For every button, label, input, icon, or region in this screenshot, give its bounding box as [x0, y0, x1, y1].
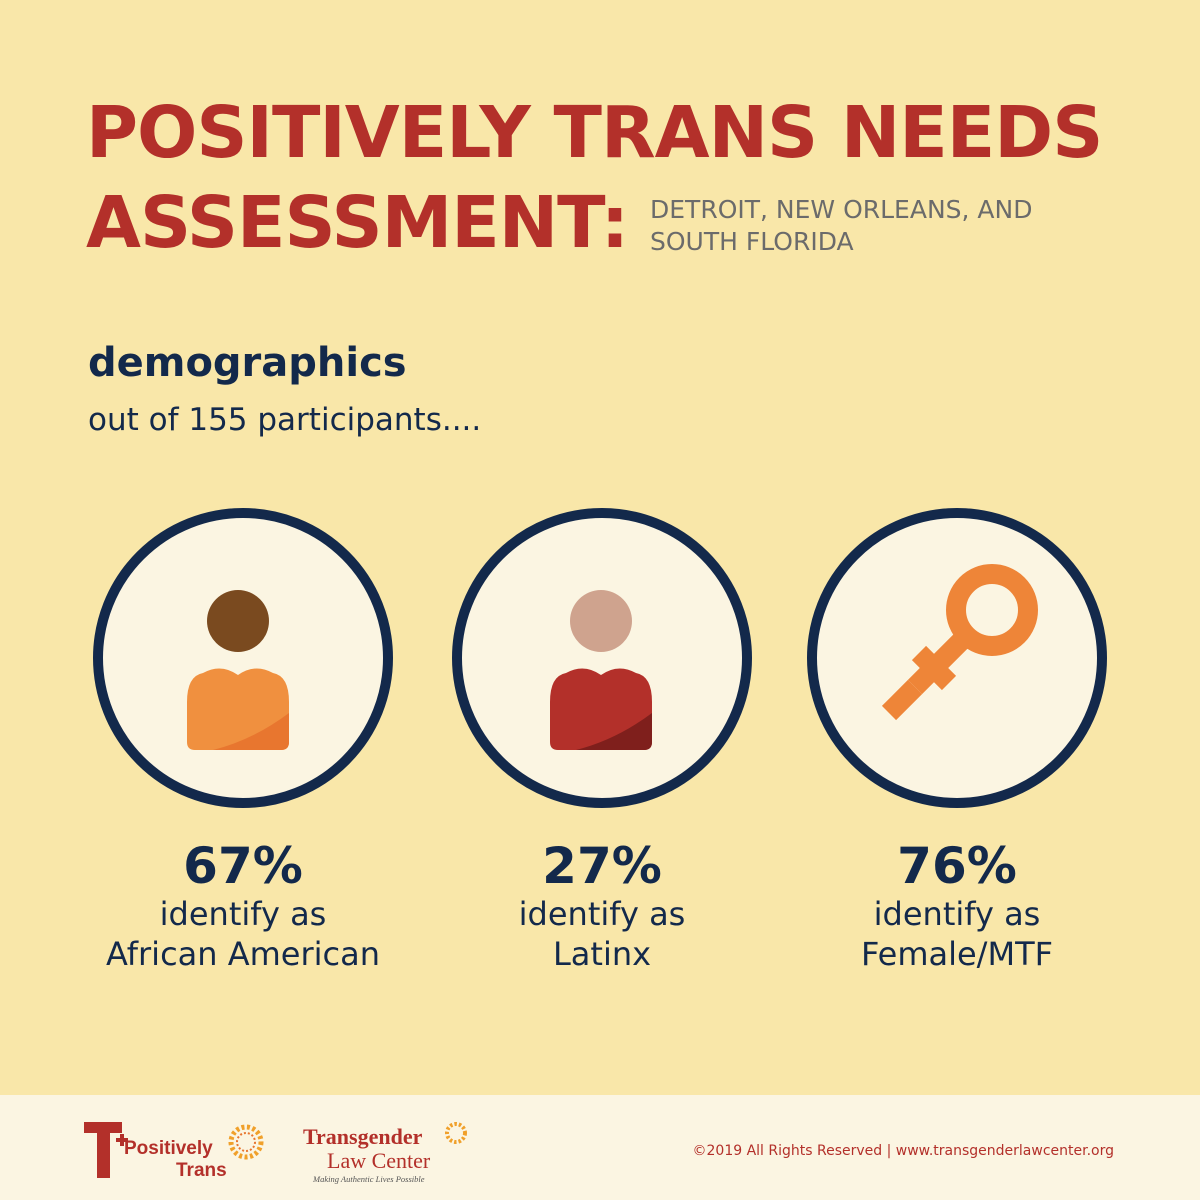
stat-desc-line-2: Female/MTF [860, 935, 1054, 973]
stat-circle [452, 508, 752, 808]
subtitle: DETROIT, NEW ORLEANS, AND SOUTH FLORIDA [650, 194, 1032, 258]
stat-desc-line-1: identify as [159, 895, 327, 933]
stat-desc-line-2: Latinx [552, 935, 652, 973]
t-plus-logo-icon [84, 1122, 128, 1178]
stat-circle [807, 508, 1107, 808]
footer-bar [0, 1095, 1200, 1200]
stat-circle [93, 508, 393, 808]
transgender-law-center-logo: Transgender Law Center Making Authentic … [303, 1120, 483, 1190]
stat-percent: 67% [183, 837, 303, 895]
person-icon [187, 590, 289, 750]
stat-desc-line-1: identify as [873, 895, 1041, 933]
person-icon [550, 590, 652, 750]
stat-percent: 27% [542, 837, 662, 895]
logo-tagline: Making Authentic Lives Possible [313, 1174, 425, 1184]
main-title: POSITIVELY TRANS NEEDS ASSESSMENT: [86, 88, 1103, 268]
stat-desc-line-1: identify as [518, 895, 686, 933]
stat-desc-line-2: African American [106, 935, 380, 973]
copyright-text: ©2019 All Rights Reserved | www.transgen… [692, 1143, 1115, 1159]
logo-law-center-text: Law Center [327, 1148, 431, 1173]
subtitle-line-1: DETROIT, NEW ORLEANS, AND [650, 195, 1033, 224]
section-subheading: out of 155 participants.... [88, 402, 482, 438]
title-line-2: ASSESSMENT: [86, 181, 629, 264]
stat-latinx: 27% identify as Latinx [442, 508, 762, 974]
title-line-1: POSITIVELY TRANS NEEDS [86, 91, 1103, 174]
stat-percent: 76% [897, 837, 1017, 895]
sunburst-ring-icon [445, 1122, 467, 1144]
stat-female: 76% identify as Female/MTF [797, 508, 1117, 974]
logo-transgender-text: Transgender [303, 1124, 423, 1149]
logo-trans-text: Trans [176, 1160, 227, 1181]
female-symbol-icon [881, 564, 1038, 721]
stat-african-american: 67% identify as African American [83, 508, 403, 974]
logo-positively-text: Positively [124, 1138, 213, 1159]
section-heading: demographics [88, 340, 407, 386]
sunburst-ring-icon [228, 1124, 264, 1160]
positively-trans-logo: Positively Trans [84, 1120, 274, 1184]
subtitle-line-2: SOUTH FLORIDA [650, 227, 854, 256]
